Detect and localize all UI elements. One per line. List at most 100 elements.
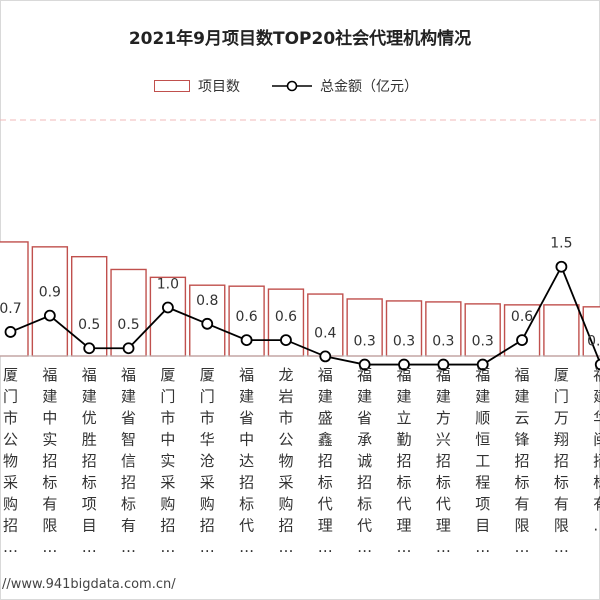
x-tick-labels: 厦门市公物采购招…福建中实招标有限…福建优胜招标项目…福建省智信招标有…厦门市中… <box>3 366 600 556</box>
line-series <box>4 260 600 371</box>
line-path <box>10 264 600 366</box>
x-tick-label-char: 购 <box>3 495 18 513</box>
line-value-label: 1.0 <box>157 276 179 292</box>
x-tick-label-char: 承 <box>357 431 372 449</box>
x-tick-label-char: 有 <box>42 495 57 513</box>
x-tick-label-char: 华 <box>200 431 215 449</box>
x-tick-label-char: 建 <box>121 388 136 406</box>
x-tick-label-char: 招 <box>396 452 411 470</box>
x-tick-label-char: … <box>42 538 57 556</box>
bar-3 <box>70 255 108 357</box>
x-tick-label-char: 实 <box>42 431 57 449</box>
x-tick-label-char: 建 <box>436 388 451 406</box>
x-tick-label-char: 招 <box>160 517 175 535</box>
line-point-9 <box>319 350 332 363</box>
x-tick-label-char: 福 <box>475 366 490 384</box>
line-value-label: 0.3 <box>472 334 494 350</box>
x-tick-label-char: … <box>515 538 530 556</box>
x-tick-label-char: 限 <box>42 517 57 535</box>
x-tick-label-char: 龙 <box>278 366 293 384</box>
x-tick-label-char: 信 <box>121 452 136 470</box>
line-point-16 <box>594 358 600 371</box>
x-tick-label-char: 鑫 <box>318 431 333 449</box>
bar-1 <box>0 241 29 357</box>
line-point-14 <box>516 334 528 346</box>
line-value-label: 0.9 <box>39 285 61 301</box>
x-tick-label-char: … <box>278 538 293 556</box>
line-value-label: 0.5 <box>78 317 100 333</box>
x-tick-label-char: 厦 <box>200 366 215 384</box>
x-tick-label-char: 招 <box>200 517 215 535</box>
x-tick-label-char: 采 <box>160 474 175 492</box>
x-tick-label-char: 标 <box>121 495 136 513</box>
x-tick-label-char: 省 <box>239 409 254 427</box>
x-tick-label-char: 标 <box>357 495 372 513</box>
line-point-5 <box>161 301 174 314</box>
x-tick-label-char: 门 <box>160 388 175 406</box>
legend-bar-label: 项目数 <box>198 79 240 95</box>
x-tick-label-char: 建 <box>318 388 333 406</box>
x-tick-label-char: 盛 <box>318 409 333 427</box>
line-value-label: 0.7 <box>0 301 22 317</box>
bar-12 <box>425 301 462 357</box>
x-tick-label-char: 建 <box>396 388 411 406</box>
x-tick-label-char: … <box>200 538 215 556</box>
x-tick-label-char: … <box>475 538 490 556</box>
line-value-label: 0.5 <box>117 317 139 333</box>
x-tick-label-char: 建 <box>593 388 600 406</box>
x-tick-label-char: 工 <box>475 452 490 470</box>
x-tick-label-char: 采 <box>3 474 18 492</box>
x-tick-label-char: 立 <box>396 409 411 427</box>
x-tick-label-char: … <box>593 517 600 535</box>
line-point-7 <box>240 334 253 346</box>
line-point-4 <box>122 342 135 355</box>
x-tick-label-char: 勤 <box>396 431 411 449</box>
line-point-15 <box>555 260 568 273</box>
x-tick-label-char: 建 <box>42 388 57 406</box>
line-value-label: 0.8 <box>196 293 218 309</box>
x-tick-label-char: 福 <box>515 366 530 384</box>
legend-item-bar: 项目数 <box>154 76 240 96</box>
x-tick-label-char: 中 <box>42 409 57 427</box>
x-tick-label-char: … <box>357 538 372 556</box>
x-tick-label-char: 购 <box>200 495 215 513</box>
line-value-label: 0.… <box>587 334 600 350</box>
line-point-1 <box>4 326 17 338</box>
x-tick-label-char: 招 <box>278 517 293 535</box>
x-tick-label-char: 市 <box>278 409 293 427</box>
legend-line-swatch <box>272 80 312 92</box>
x-tick-label-char: 代 <box>318 495 333 513</box>
bar-9 <box>307 293 344 357</box>
x-tick-label-char: 公 <box>278 431 293 449</box>
x-tick-label-char: … <box>554 538 569 556</box>
x-tick-label-char: 标 <box>515 474 530 492</box>
x-tick-label-char: … <box>160 538 175 556</box>
x-tick-label-char: 中 <box>239 431 254 449</box>
x-tick-label-char: 标 <box>396 474 411 492</box>
x-tick-label-char: 购 <box>160 495 175 513</box>
x-tick-label-char: 建 <box>515 388 530 406</box>
x-tick-label-char: … <box>82 538 97 556</box>
x-tick-label-char: … <box>239 538 254 556</box>
x-tick-label-char: 招 <box>357 474 372 492</box>
x-tick-label-char: 建 <box>239 388 254 406</box>
x-tick-label-char: 理 <box>436 517 451 535</box>
chart-title: 2021年9月项目数TOP20社会代理机构情况 <box>128 29 472 49</box>
x-tick-label-char: 标 <box>593 474 600 492</box>
x-tick-label-char: 福 <box>239 366 254 384</box>
x-tick-label-char: 方 <box>436 409 451 427</box>
line-point-11 <box>398 358 410 371</box>
x-tick-label-char: 物 <box>3 452 18 470</box>
x-tick-label-char: 达 <box>239 452 254 470</box>
x-tick-label-char: … <box>436 538 451 556</box>
x-tick-label-char: 目 <box>82 517 97 535</box>
bar-15 <box>543 304 580 357</box>
x-tick-label-char: 标 <box>436 474 451 492</box>
bar-series <box>0 241 600 357</box>
x-tick-label-char: … <box>318 538 333 556</box>
x-tick-label-char: 门 <box>200 388 215 406</box>
x-tick-label-char: 胜 <box>82 431 97 449</box>
x-tick-label-char: 招 <box>239 474 254 492</box>
x-tick-label-char: 福 <box>396 366 411 384</box>
